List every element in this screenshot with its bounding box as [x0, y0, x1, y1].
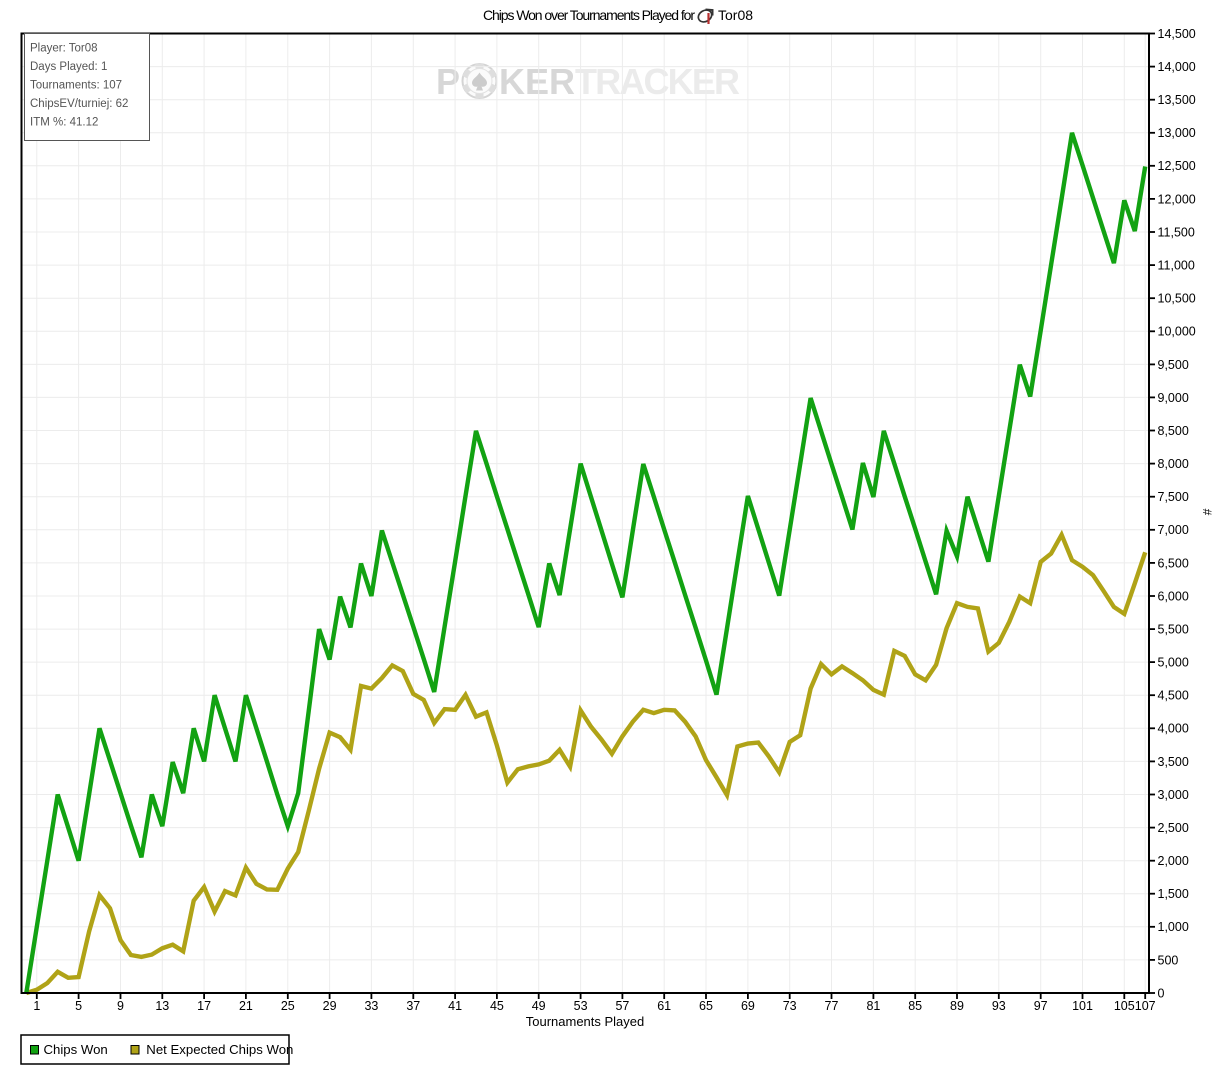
svg-text:61: 61 [657, 999, 671, 1013]
svg-text:P: P [436, 61, 460, 102]
svg-text:5,000: 5,000 [1158, 656, 1189, 670]
svg-text:12,500: 12,500 [1158, 159, 1196, 173]
svg-text:37: 37 [406, 999, 420, 1013]
svg-text:41: 41 [448, 999, 462, 1013]
svg-text:10,000: 10,000 [1158, 325, 1196, 339]
svg-text:ChipsEV/turniej: 62: ChipsEV/turniej: 62 [30, 98, 128, 110]
svg-text:105: 105 [1114, 999, 1135, 1013]
svg-text:0: 0 [1158, 986, 1165, 1000]
svg-text:14,500: 14,500 [1158, 27, 1196, 41]
svg-text:ITM %: 41.12: ITM %: 41.12 [30, 117, 98, 129]
svg-text:10,500: 10,500 [1158, 292, 1196, 306]
svg-text:5,500: 5,500 [1158, 623, 1189, 637]
svg-text:49: 49 [532, 999, 546, 1013]
svg-text:14,000: 14,000 [1158, 60, 1196, 74]
svg-text:2,500: 2,500 [1158, 821, 1189, 835]
svg-text:13,500: 13,500 [1158, 93, 1196, 107]
svg-text:11,500: 11,500 [1158, 225, 1195, 239]
svg-text:Tor08: Tor08 [718, 7, 753, 23]
svg-text:8,500: 8,500 [1158, 424, 1189, 438]
svg-text:Days Played: 1: Days Played: 1 [30, 61, 107, 73]
svg-text:3,000: 3,000 [1158, 788, 1189, 802]
svg-text:65: 65 [699, 999, 713, 1013]
svg-text:4,500: 4,500 [1158, 689, 1189, 703]
svg-text:1,000: 1,000 [1158, 920, 1189, 934]
svg-text:81: 81 [866, 999, 880, 1013]
svg-text:6,500: 6,500 [1158, 556, 1189, 570]
svg-text:25: 25 [281, 999, 295, 1013]
svg-text:4,000: 4,000 [1158, 722, 1189, 736]
svg-text:57: 57 [615, 999, 629, 1013]
svg-text:8,000: 8,000 [1158, 457, 1189, 471]
svg-text:69: 69 [741, 999, 755, 1013]
svg-text:Tournaments Played: Tournaments Played [526, 1014, 645, 1029]
svg-text:21: 21 [239, 999, 253, 1013]
svg-text:77: 77 [825, 999, 839, 1013]
svg-text:17: 17 [197, 999, 211, 1013]
svg-text:97: 97 [1034, 999, 1048, 1013]
svg-text:13,000: 13,000 [1158, 126, 1196, 140]
svg-text:7,000: 7,000 [1158, 523, 1189, 537]
svg-text:45: 45 [490, 999, 504, 1013]
svg-text:3,500: 3,500 [1158, 755, 1189, 769]
svg-text:13: 13 [155, 999, 169, 1013]
svg-text:Net Expected Chips Won: Net Expected Chips Won [146, 1042, 293, 1057]
svg-text:Tournaments: 107: Tournaments: 107 [30, 80, 122, 92]
svg-text:KER: KER [499, 61, 575, 102]
svg-text:2,000: 2,000 [1158, 854, 1189, 868]
svg-text:9,000: 9,000 [1158, 391, 1189, 405]
svg-text:107: 107 [1135, 999, 1156, 1013]
svg-text:93: 93 [992, 999, 1006, 1013]
svg-text:Chips Won: Chips Won [44, 1042, 108, 1057]
svg-text:Chips Won over Tournaments Pla: Chips Won over Tournaments Played for [483, 7, 695, 23]
svg-text:Player: Tor08: Player: Tor08 [30, 43, 98, 55]
svg-text:9,500: 9,500 [1158, 358, 1189, 372]
svg-text:9: 9 [117, 999, 124, 1013]
svg-text:11,000: 11,000 [1158, 259, 1195, 273]
svg-text:89: 89 [950, 999, 964, 1013]
svg-text:12,000: 12,000 [1158, 192, 1196, 206]
svg-text:73: 73 [783, 999, 797, 1013]
svg-text:1,500: 1,500 [1158, 887, 1189, 901]
svg-text:6,000: 6,000 [1158, 589, 1189, 603]
svg-text:#: # [1200, 509, 1214, 516]
svg-text:53: 53 [574, 999, 588, 1013]
svg-text:33: 33 [364, 999, 378, 1013]
svg-text:1: 1 [33, 999, 40, 1013]
svg-text:TRACKER: TRACKER [575, 61, 740, 102]
svg-text:29: 29 [323, 999, 337, 1013]
svg-text:500: 500 [1158, 953, 1179, 967]
svg-text:101: 101 [1072, 999, 1093, 1013]
svg-text:85: 85 [908, 999, 922, 1013]
svg-text:5: 5 [75, 999, 82, 1013]
svg-text:7,500: 7,500 [1158, 490, 1189, 504]
